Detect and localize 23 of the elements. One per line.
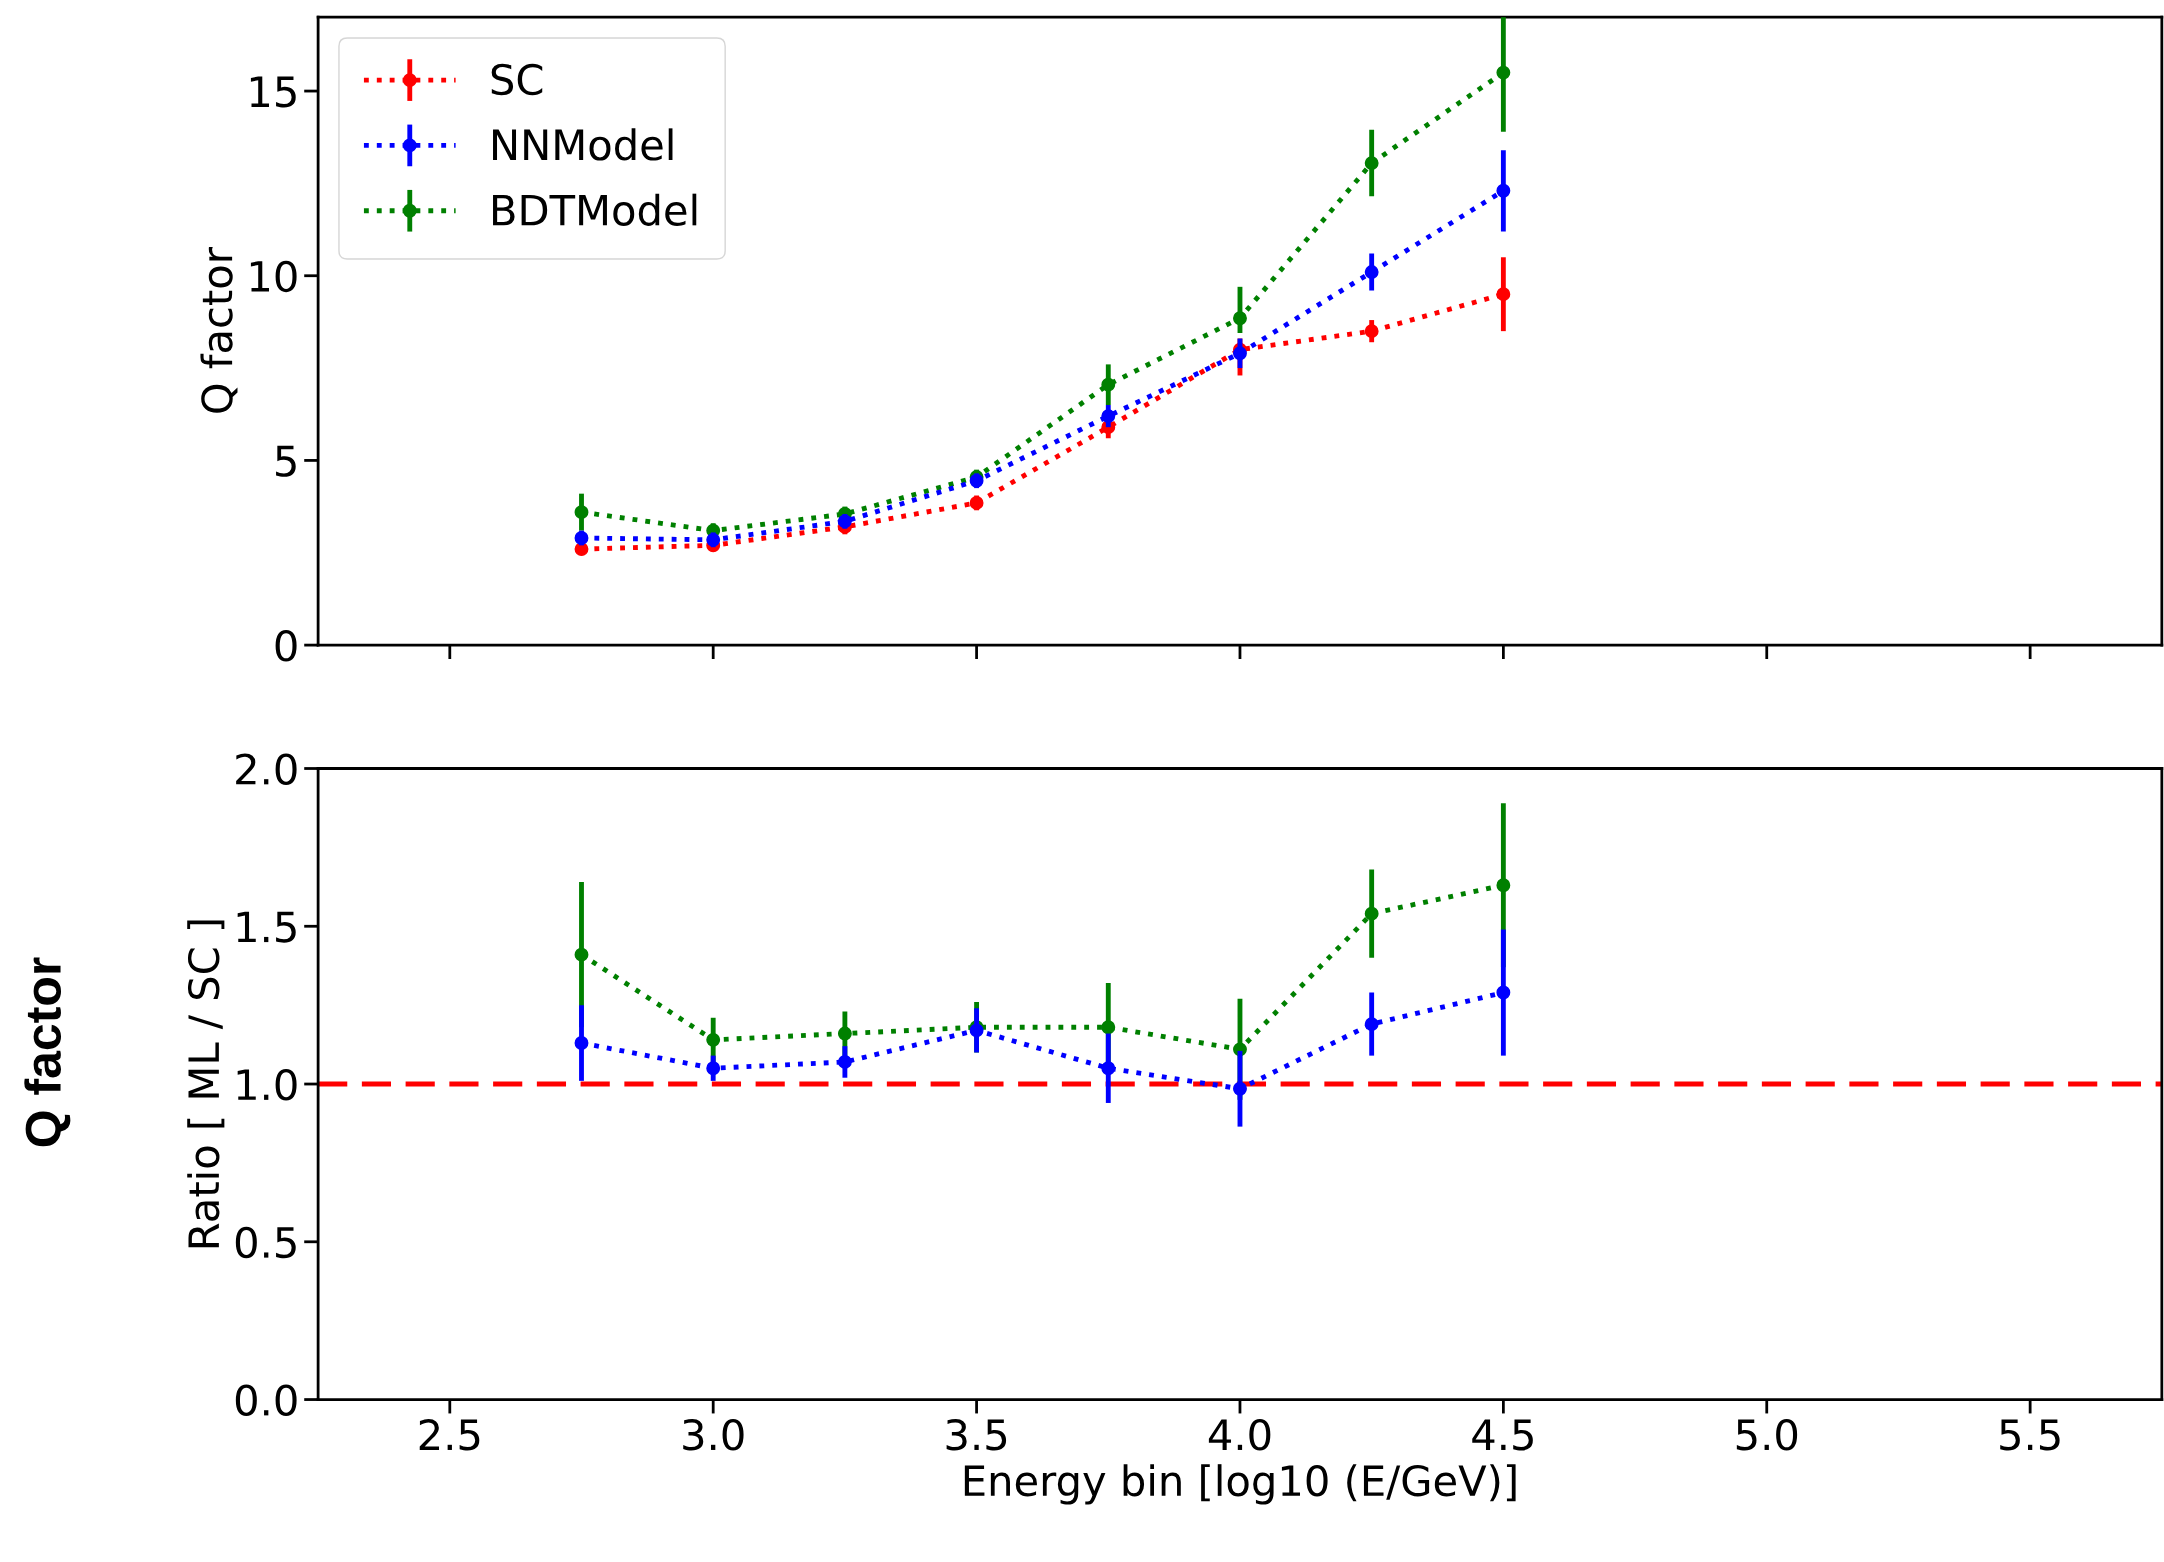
x-tick-label: 4.5 — [1472, 1419, 1533, 1451]
y-tick-label: 5 — [276, 445, 296, 477]
y-axis-title: Ratio [ ML / SC ] — [187, 920, 225, 1248]
y-tick-label: 10 — [250, 260, 297, 293]
x-tick-label: 3.5 — [946, 1419, 1007, 1451]
y-tick-label: 0.0 — [235, 1384, 297, 1416]
x-tick-label: 2.5 — [419, 1419, 480, 1451]
x-tick-label: 4.0 — [1208, 1419, 1271, 1451]
x-axis-title: Energy bin [log10 (E/GeV)] — [964, 1464, 1516, 1505]
y-tick-label: 1.5 — [237, 911, 296, 943]
y-tick-label: 1.0 — [237, 1068, 297, 1101]
legend-label: NNModel — [493, 128, 673, 161]
legend-label: SC — [491, 63, 543, 96]
y-tick-label: 15 — [250, 76, 296, 108]
text: Q factor — [24, 957, 71, 1147]
x-tick-label: 5.0 — [1736, 1419, 1798, 1451]
y-tick-label: 0 — [275, 630, 297, 662]
legend-label: BDTModel — [493, 193, 697, 226]
y-axis-title: Q factor — [200, 247, 238, 413]
y-tick-label: 0.5 — [235, 1226, 296, 1259]
y-tick-label: 2.0 — [236, 753, 297, 785]
x-tick-label: 3.0 — [683, 1419, 744, 1451]
x-tick-label: 5.5 — [2000, 1419, 2060, 1451]
